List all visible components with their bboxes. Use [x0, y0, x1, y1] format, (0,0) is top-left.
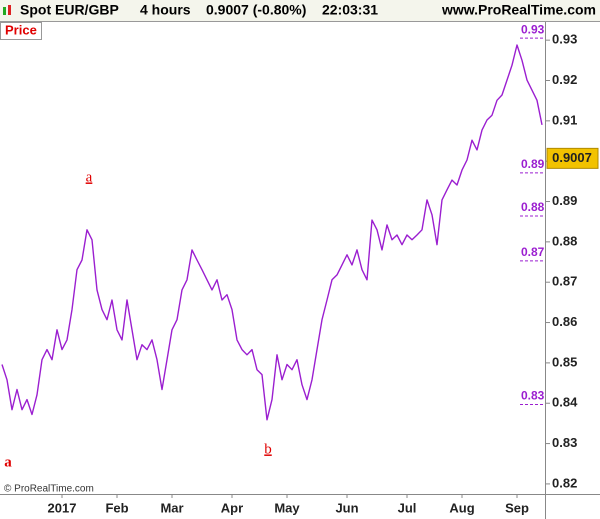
- last-price-box: [546, 147, 599, 169]
- y-tick-label: 0.84: [552, 395, 578, 410]
- x-tick-label: Jul: [398, 500, 417, 515]
- x-tick-label: Apr: [221, 500, 243, 515]
- y-tick-label: 0.89: [552, 193, 577, 208]
- level-label: 0.87: [521, 245, 545, 259]
- instrument: Spot EUR/GBP: [20, 2, 119, 18]
- wave-label: b: [264, 441, 272, 457]
- copyright: © ProRealTime.com: [4, 484, 94, 495]
- timeframe: 4 hours: [140, 2, 191, 18]
- y-tick-label: 0.87: [552, 274, 577, 289]
- site: www.ProRealTime.com: [441, 2, 596, 18]
- y-tick-label: 0.91: [552, 112, 577, 127]
- wave-label: a: [86, 169, 93, 185]
- level-label: 0.93: [521, 22, 545, 36]
- quote: 0.9007 (-0.80%): [206, 2, 306, 18]
- x-tick-label: Mar: [160, 500, 183, 515]
- x-tick-label: Feb: [105, 500, 128, 515]
- wave-label: a: [4, 454, 12, 470]
- price-line: [1, 44, 543, 421]
- clock: 22:03:31: [322, 2, 378, 18]
- y-tick-label: 0.88: [552, 233, 577, 248]
- header-bar: [0, 0, 600, 22]
- x-tick-label: 2017: [48, 500, 77, 515]
- y-tick-label: 0.83: [552, 435, 577, 450]
- x-tick-label: Sep: [505, 500, 529, 515]
- last-price-label: 0.9007: [552, 150, 592, 165]
- plot-area: 0.93 0.89 0.88 0.87 0.83: [1, 22, 545, 421]
- y-tick-label: 0.85: [552, 354, 577, 369]
- x-tick-label: Jun: [335, 500, 358, 515]
- level-label: 0.88: [521, 200, 545, 214]
- level-label: 0.83: [521, 389, 545, 403]
- y-tick-label: 0.86: [552, 314, 577, 329]
- candle-icon: [3, 7, 6, 15]
- panel-label-box: [0, 22, 42, 40]
- y-tick-label: 0.93: [552, 32, 577, 47]
- y-tick-label: 0.82: [552, 475, 577, 490]
- candle-icon: [8, 5, 11, 15]
- panel-label: Price: [5, 22, 37, 37]
- x-tick-label: May: [274, 500, 300, 515]
- level-label: 0.89: [521, 157, 545, 171]
- x-tick-label: Aug: [449, 500, 474, 515]
- y-tick-label: 0.92: [552, 72, 577, 87]
